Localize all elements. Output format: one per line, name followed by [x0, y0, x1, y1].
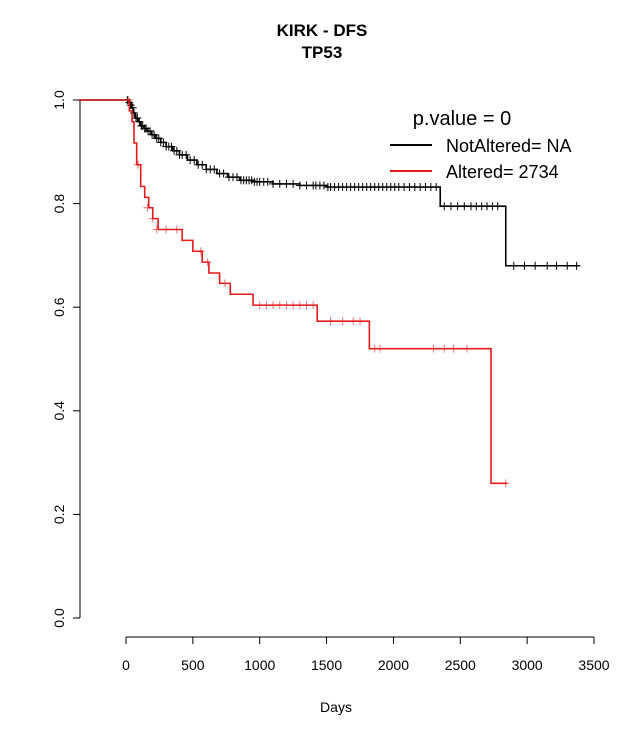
censor-mark	[432, 183, 441, 192]
censor-mark	[220, 279, 229, 288]
x-axis: 0 500 1000 1500 2000 2500 3000 3500	[122, 636, 610, 673]
legend-title: p.value = 0	[413, 108, 511, 130]
censor-mark	[349, 317, 358, 326]
censor-mark	[282, 301, 291, 310]
censor-mark	[133, 114, 142, 123]
censor-mark	[338, 317, 347, 326]
censor-mark	[162, 225, 171, 234]
chart-title: KIRK - DFS	[277, 21, 368, 40]
censor-mark	[198, 160, 207, 169]
censor-marks	[123, 96, 581, 270]
y-tick-label: 0.0	[51, 608, 67, 628]
censor-mark	[543, 261, 552, 270]
censor-mark	[148, 214, 157, 223]
censor-mark	[172, 225, 181, 234]
x-tick-label: 0	[122, 657, 130, 673]
censor-mark	[295, 301, 304, 310]
censor-mark	[572, 261, 581, 270]
y-tick-label: 0.4	[51, 401, 67, 421]
censor-mark	[440, 344, 449, 353]
censor-mark	[143, 203, 152, 212]
censor-mark	[302, 181, 311, 190]
censor-mark	[182, 150, 191, 159]
censor-mark	[275, 301, 284, 310]
legend-label-notaltered: NotAltered= NA	[446, 136, 572, 156]
legend: p.value = 0 NotAltered= NA Altered= 2734	[390, 108, 572, 182]
censor-mark	[531, 261, 540, 270]
y-axis: 0.0 0.2 0.4 0.6 0.8 1.0	[51, 90, 81, 628]
censor-mark	[210, 165, 219, 174]
censor-mark	[501, 479, 510, 488]
x-tick-label: 1500	[311, 657, 342, 673]
series-layer	[79, 96, 581, 488]
censor-mark	[302, 301, 311, 310]
censor-mark	[440, 202, 449, 211]
censor-mark	[196, 247, 205, 256]
censor-mark	[460, 202, 469, 211]
censor-marks	[124, 96, 510, 488]
censor-mark	[219, 169, 228, 178]
chart-subtitle: TP53	[302, 43, 343, 62]
x-tick-label: 1000	[244, 657, 275, 673]
censor-mark	[462, 344, 471, 353]
censor-mark	[232, 173, 241, 182]
legend-label-altered: Altered= 2734	[446, 162, 559, 182]
censor-mark	[275, 179, 284, 188]
x-axis-label: Days	[320, 699, 352, 715]
censor-mark	[309, 301, 318, 310]
censor-mark	[269, 179, 278, 188]
censor-mark	[154, 134, 163, 143]
series-notaltered	[79, 96, 581, 270]
x-tick-label: 2000	[378, 657, 409, 673]
y-tick-label: 0.6	[51, 297, 67, 317]
censor-mark	[520, 261, 529, 270]
x-tick-label: 2500	[445, 657, 476, 673]
censor-mark	[326, 317, 335, 326]
censor-mark	[319, 181, 328, 190]
censor-mark	[172, 146, 181, 155]
censor-mark	[289, 301, 298, 310]
censor-mark	[493, 202, 502, 211]
censor-mark	[429, 344, 438, 353]
censor-mark	[135, 117, 144, 126]
series-altered	[79, 96, 510, 488]
censor-mark	[295, 181, 304, 190]
censor-mark	[263, 177, 272, 186]
censor-mark	[449, 344, 458, 353]
censor-mark	[152, 225, 161, 234]
censor-mark	[134, 160, 143, 169]
censor-mark	[282, 179, 291, 188]
censor-mark	[124, 96, 133, 104]
y-tick-label: 0.8	[51, 194, 67, 214]
censor-mark	[146, 127, 155, 136]
censor-mark	[356, 317, 364, 326]
y-tick-label: 1.0	[51, 90, 67, 110]
censor-mark	[255, 301, 264, 310]
censor-mark	[167, 142, 176, 151]
x-tick-label: 500	[181, 657, 205, 673]
censor-mark	[190, 156, 199, 165]
censor-mark	[269, 301, 278, 310]
censor-mark	[262, 301, 271, 310]
censor-mark	[446, 202, 455, 211]
censor-mark	[376, 344, 385, 353]
censor-mark	[453, 202, 462, 211]
censor-mark	[159, 138, 168, 147]
censor-mark	[552, 261, 561, 270]
x-tick-label: 3000	[512, 657, 543, 673]
censor-mark	[289, 179, 298, 188]
censor-mark	[203, 258, 212, 267]
y-tick-label: 0.2	[51, 504, 67, 524]
x-tick-label: 3500	[578, 657, 609, 673]
censor-mark	[509, 261, 518, 270]
survival-curve	[79, 99, 508, 485]
censor-mark	[563, 261, 572, 270]
